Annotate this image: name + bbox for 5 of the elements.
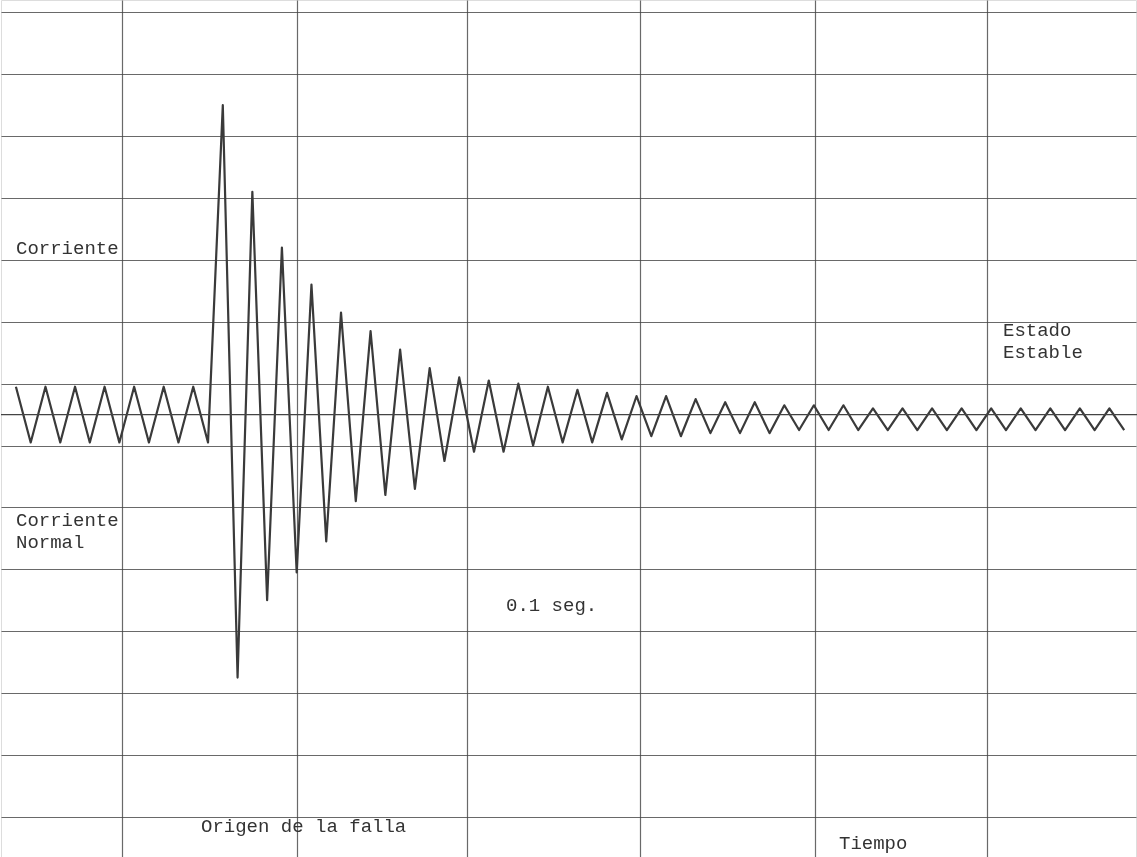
annotation: 0.1 seg. <box>506 595 598 617</box>
annotation: Corriente Normal <box>16 510 119 554</box>
text: Tiempo <box>839 833 908 855</box>
annotation: Estado Estable <box>1003 320 1083 364</box>
annotation: Corriente <box>16 238 119 260</box>
